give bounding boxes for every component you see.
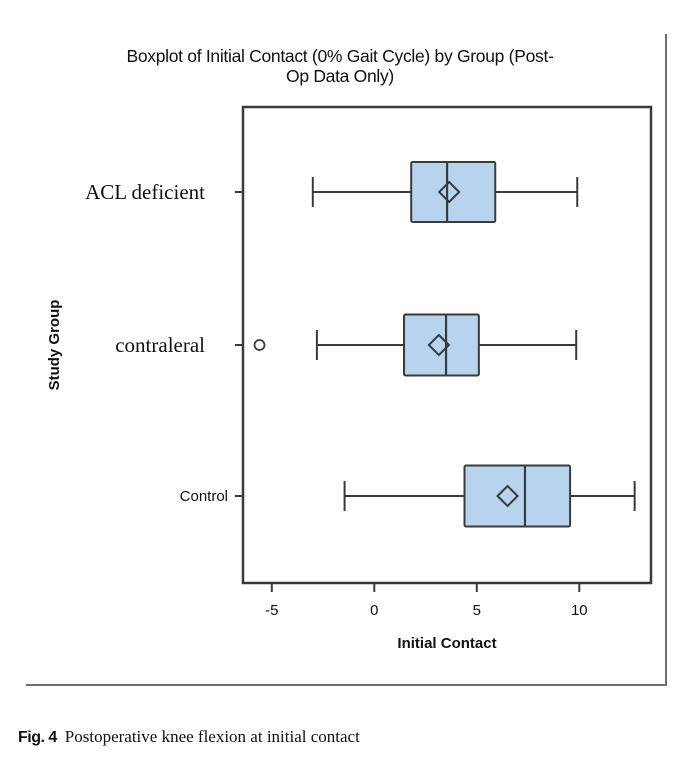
mean-marker bbox=[427, 333, 451, 357]
mean-marker bbox=[437, 180, 461, 204]
x-tick-label: 10 bbox=[571, 602, 588, 619]
outlier-point bbox=[253, 339, 266, 351]
y-category-label: Control bbox=[180, 488, 228, 505]
y-axis-ticks: ACL deficient contraleral Control bbox=[85, 180, 243, 505]
chart-title: Boxplot of Initial Contact (0% Gait Cycl… bbox=[40, 46, 640, 86]
box-acl-deficient bbox=[311, 161, 579, 223]
x-tick-label: 0 bbox=[370, 602, 378, 619]
x-axis-ticks: -5 0 5 10 bbox=[265, 583, 588, 619]
mean-marker bbox=[496, 484, 519, 508]
boxes-group bbox=[253, 161, 636, 528]
y-category-label: contraleral bbox=[115, 333, 205, 357]
x-tick-label: -5 bbox=[265, 602, 278, 619]
y-category-label: ACL deficient bbox=[85, 180, 205, 204]
chart-title-line-1: Boxplot of Initial Contact (0% Gait Cycl… bbox=[126, 46, 554, 66]
x-axis-label: Initial Contact bbox=[397, 635, 496, 652]
figure-caption: Fig. 4 Postoperative knee flexion at init… bbox=[18, 727, 360, 747]
figure-frame-bottom bbox=[26, 684, 667, 686]
figure-caption-text: Postoperative knee flexion at initial co… bbox=[64, 727, 360, 746]
x-tick-label: 5 bbox=[473, 602, 481, 619]
box-control bbox=[343, 464, 636, 528]
iqr-box bbox=[410, 161, 497, 223]
iqr-box bbox=[403, 313, 480, 377]
box-contraleral bbox=[253, 313, 578, 377]
figure-frame-right bbox=[665, 34, 667, 686]
chart-title-line-2: Op Data Only) bbox=[286, 66, 394, 86]
y-axis-label: Study Group bbox=[46, 300, 63, 391]
figure-label: Fig. 4 bbox=[18, 729, 57, 746]
